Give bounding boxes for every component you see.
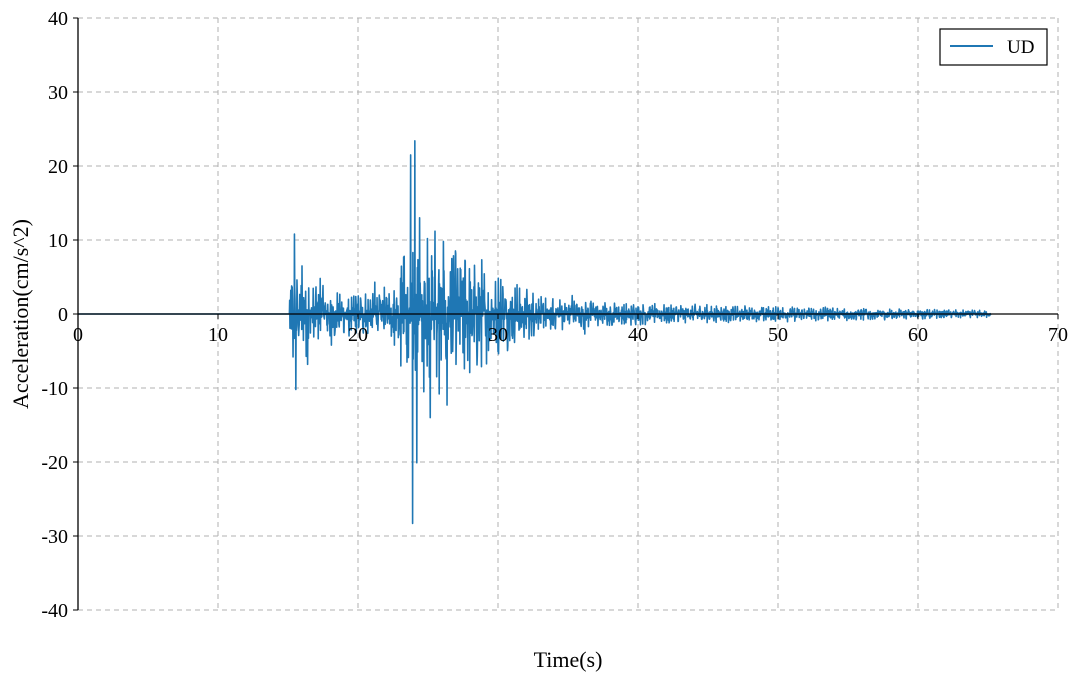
y-tick-label-20: 20 [48, 156, 68, 178]
y-tick-label--20: -20 [41, 452, 68, 474]
y-tick-label-10: 10 [48, 230, 68, 252]
legend: UD [939, 28, 1048, 66]
x-tick-label-10: 10 [208, 324, 228, 346]
legend-label-ud: UD [1007, 37, 1034, 58]
y-axis-label: Acceleration(cm/s^2) [8, 219, 33, 409]
x-tick-label-60: 60 [908, 324, 928, 346]
tick-labels: 0 10 20 30 40 50 60 70 -40 -30 -20 -10 0 10 20 30 40 [41, 8, 1068, 622]
x-tick-label-20: 20 [348, 324, 368, 346]
y-tick-label-30: 30 [48, 82, 68, 104]
y-tick-label--40: -40 [41, 600, 68, 622]
x-tick-label-0: 0 [73, 324, 83, 346]
x-tick-label-70: 70 [1048, 324, 1068, 346]
x-tick-label-40: 40 [628, 324, 648, 346]
axes [73, 17, 1059, 611]
y-tick-label--10: -10 [41, 378, 68, 400]
x-tick-label-30: 30 [488, 324, 508, 346]
y-tick-label--30: -30 [41, 526, 68, 548]
x-tick-label-50: 50 [768, 324, 788, 346]
y-tick-label-40: 40 [48, 8, 68, 30]
y-tick-label-0: 0 [58, 304, 68, 326]
x-axis-label: Time(s) [534, 647, 603, 672]
